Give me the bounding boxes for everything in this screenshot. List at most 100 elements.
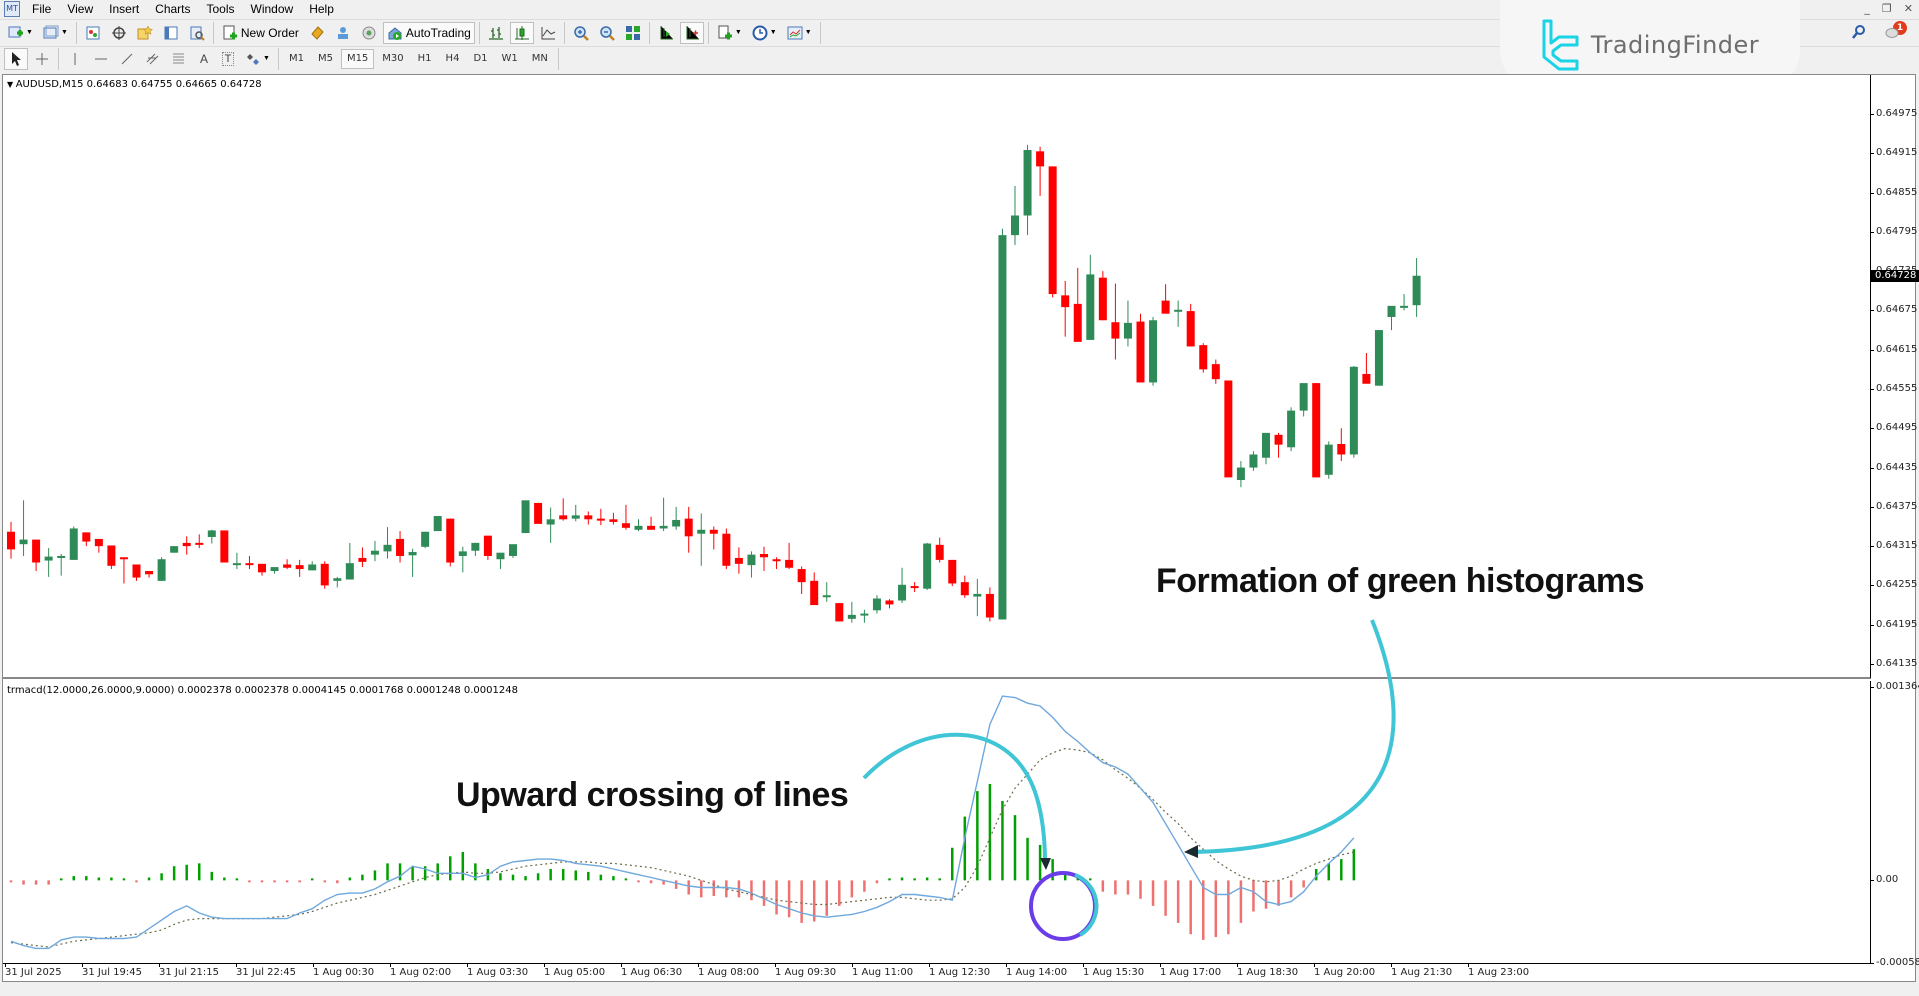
profiles-icon [43,25,59,38]
autotrading-button[interactable]: AutoTrading [382,21,475,44]
menu-tools[interactable]: Tools [206,2,235,16]
timeframe-m30[interactable]: M30 [382,53,404,64]
price-axis[interactable]: 0.649750.649150.648550.647950.647350.646… [1870,75,1917,679]
search-icon[interactable] [1851,24,1867,40]
menu-insert[interactable]: Insert [109,2,140,16]
price-tick: 0.64975 [1870,108,1917,120]
price-pane[interactable]: ▼ AUDUSD,M15 0.64683 0.64755 0.64665 0.6… [3,75,1871,679]
zoom-in-button[interactable] [569,22,593,44]
time-tick: 1 Aug 20:00 [1314,963,1376,978]
time-tick: 31 Jul 21:15 [159,963,219,978]
strategy-tester-button[interactable] [185,22,209,44]
current-price-tag: 0.64728 [1871,269,1919,282]
indicator-header: trmacd(12.0000,26.0000,9.0000) 0.0002378… [7,685,518,696]
top-right-icons: 1 [1851,21,1907,40]
trendline-tool[interactable] [115,48,139,70]
metaeditor-icon [311,25,324,40]
timeframe-m15[interactable]: M15 [340,48,375,69]
timeframe-m1[interactable]: M1 [288,53,304,64]
line-chart-icon [541,26,556,39]
templates-button[interactable]: ▼ [783,22,816,44]
time-tick: 31 Jul 19:45 [82,963,142,978]
menu-charts[interactable]: Charts [155,2,191,16]
cursor-tool[interactable] [4,47,28,70]
timeframe-m5[interactable]: M5 [317,53,333,64]
metaquotes-language-button[interactable] [305,22,329,44]
text-label-tool[interactable]: T [217,48,239,70]
data-window-button[interactable] [107,22,131,44]
equidistant-channel-tool[interactable] [141,48,165,70]
line-chart-button[interactable] [536,22,560,44]
price-tick: 0.64855 [1870,187,1917,199]
autoscroll-button[interactable] [679,21,704,44]
menu-help[interactable]: Help [309,2,334,16]
restore-button[interactable]: ❐ [1881,2,1892,15]
app-icon: MT [4,1,20,17]
indicator-pane[interactable]: trmacd(12.0000,26.0000,9.0000) 0.0002378… [3,681,1871,964]
navigator-button[interactable] [133,22,157,44]
new-order-label: New Order [240,25,299,40]
indicator-tick: 0.0013642 [1870,681,1919,693]
menu-window[interactable]: Window [250,2,294,16]
price-tick: 0.64675 [1870,304,1917,316]
equidistant-channel-icon [146,53,159,64]
candlestick-chart-button[interactable] [509,21,534,44]
time-tick: 1 Aug 03:30 [467,963,529,978]
arrows-tool[interactable]: ▼ [241,48,274,70]
indicator-tick: 0.00 [1870,874,1917,886]
time-tick: 31 Jul 22:45 [236,963,296,978]
close-button[interactable]: ✕ [1903,2,1913,15]
menu-file[interactable]: File [32,2,52,16]
candlestick-icon [514,25,529,40]
new-order-button[interactable]: New Order [218,22,303,44]
timeframe-group: M1 M5 M15 M30 H1 H4 D1 W1 MN [279,47,559,70]
zoom-out-icon [600,25,615,41]
clock-icon [752,25,768,40]
time-tick: 1 Aug 06:30 [621,963,683,978]
menu-view[interactable]: View [67,2,94,16]
timeframe-h4[interactable]: H4 [445,53,460,64]
messages-button[interactable]: 1 [1885,21,1907,40]
horizontal-line-tool[interactable] [89,48,113,70]
time-tick: 1 Aug 12:30 [929,963,991,978]
timeframe-h1[interactable]: H1 [417,53,432,64]
timeframe-w1[interactable]: W1 [501,53,518,64]
time-axis[interactable]: 31 Jul 2025 31 Jul 19:45 31 Jul 21:15 31 Ju… [3,963,1871,981]
profiles-button[interactable]: ▼ [39,22,72,44]
time-tick: 1 Aug 08:00 [698,963,760,978]
cursor-arrow-icon [12,51,21,66]
crosshair-icon [36,52,48,65]
price-tick: 0.64315 [1870,540,1917,552]
autoscroll-icon [686,25,699,39]
time-tick: 1 Aug 14:00 [1006,963,1068,978]
signals-button[interactable] [331,22,355,44]
new-order-icon [223,25,237,39]
crosshair-tool[interactable] [30,48,54,70]
bar-chart-button[interactable] [484,22,508,44]
timeframe-mn[interactable]: MN [531,53,548,64]
terminal-button[interactable] [159,22,183,44]
time-tick: 1 Aug 21:30 [1391,963,1453,978]
indicators-button[interactable]: ▼ [713,22,746,44]
price-tick: 0.64555 [1870,383,1917,395]
autotrading-label: AutoTrading [405,25,471,40]
minimize-button[interactable]: _ [1864,2,1870,15]
market-button[interactable] [357,22,381,44]
market-watch-button[interactable] [81,22,105,44]
text-tool[interactable]: A [193,48,215,70]
tile-windows-button[interactable] [621,22,645,44]
arrows-icon [247,53,259,65]
autotrading-icon [388,26,402,40]
fibonacci-tool[interactable] [167,48,191,70]
timeframe-d1[interactable]: D1 [473,53,488,64]
price-tick: 0.64135 [1870,658,1917,670]
chart-window[interactable]: ▼ AUDUSD,M15 0.64683 0.64755 0.64665 0.6… [2,74,1919,982]
periods-button[interactable]: ▼ [748,22,781,44]
chart-shift-button[interactable] [654,22,678,44]
zoom-out-button[interactable] [595,22,619,44]
market-watch-icon [86,26,100,39]
vertical-line-tool[interactable] [63,48,87,70]
new-chart-button[interactable]: ▼ [4,22,37,44]
